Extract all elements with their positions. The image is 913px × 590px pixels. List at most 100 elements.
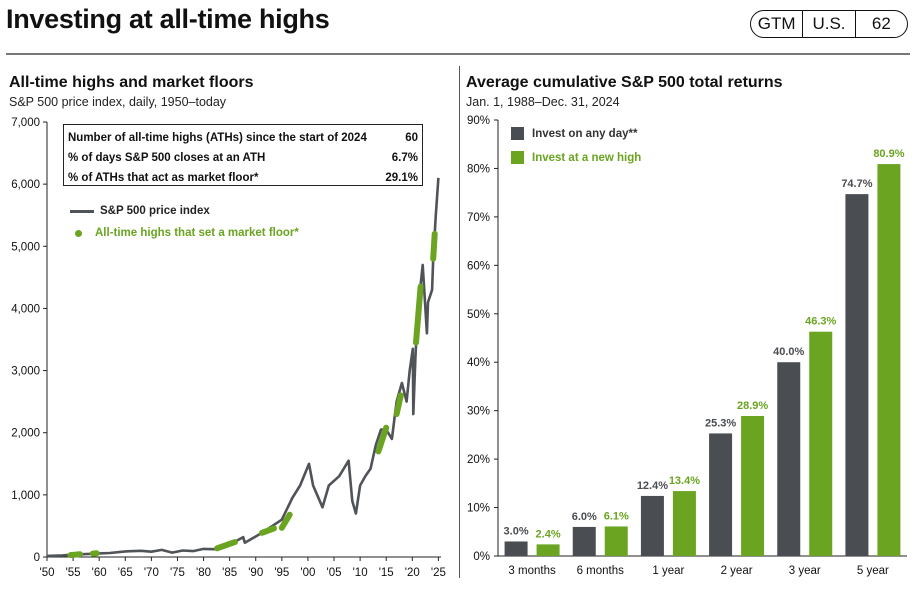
data-label-any-day: 40.0% (773, 346, 804, 358)
y-tick-label: 50% (467, 309, 490, 321)
y-tick-label: 4,000 (11, 303, 40, 315)
stats-row-floor: % of ATHs that act as market floor* 29.1… (68, 168, 418, 188)
data-label-new-high: 28.9% (737, 400, 768, 412)
market-floor-ath-segment (67, 551, 83, 559)
legend-green-swatch-icon (511, 151, 524, 164)
data-label-any-day: 25.3% (705, 417, 736, 429)
y-tick-label: 0 (34, 552, 40, 564)
y-tick-label: 2,000 (11, 428, 40, 440)
data-label-new-high: 6.1% (604, 510, 629, 522)
x-category-label: 3 year (789, 565, 821, 577)
bar-new-high (536, 544, 560, 556)
y-tick-label: 80% (467, 163, 490, 175)
x-tick-label: '70 (144, 567, 159, 579)
y-tick-label: 30% (467, 406, 490, 418)
data-label-new-high: 46.3% (805, 316, 836, 328)
page-title: Investing at all-time highs (6, 4, 330, 34)
left-chart-title: All-time highs and market floors (9, 74, 254, 91)
right-chart-title: Average cumulative S&P 500 total returns (466, 74, 783, 91)
bar-any-day (845, 194, 869, 556)
market-floor-ath-segment (214, 539, 238, 552)
data-label-any-day: 6.0% (572, 511, 597, 523)
stats-value: 6.7% (391, 152, 418, 164)
x-tick-label: '85 (222, 567, 237, 579)
y-tick-label: 5,000 (11, 241, 40, 253)
legend-dot-icon (75, 229, 82, 237)
legend-line-icon (70, 209, 94, 213)
market-floor-ath-segment (393, 392, 404, 418)
x-category-label: 3 months (508, 565, 556, 577)
x-tick-label: '25 (431, 567, 446, 579)
market-floor-ath-segment (375, 424, 390, 455)
badge-page-number: 62 (854, 11, 907, 37)
y-tick-label: 1,000 (11, 490, 40, 502)
panel-divider (459, 66, 460, 578)
market-floor-ath-segment (430, 230, 438, 262)
x-tick-label: '10 (353, 567, 368, 579)
legend-new-high: Invest at a new high (511, 151, 641, 164)
x-tick-label: '55 (66, 567, 81, 579)
y-tick-label: 7,000 (11, 117, 40, 129)
right-chart-subtitle: Jan. 1, 1988–Dec. 31, 2024 (466, 95, 620, 109)
bar-any-day (504, 541, 528, 556)
market-floor-ath-segment (259, 525, 277, 536)
data-label-any-day: 74.7% (841, 178, 872, 190)
badge-country: U.S. (802, 11, 854, 37)
y-tick-label: 70% (467, 212, 490, 224)
x-category-label: 6 months (577, 565, 625, 577)
legend-floor-dots: All-time highs that set a market floor* (75, 227, 299, 239)
x-tick-label: '75 (170, 567, 185, 579)
legend-gray-swatch-icon (511, 127, 524, 140)
stats-label: % of days S&P 500 closes at an ATH (68, 152, 266, 164)
bar-any-day (640, 495, 664, 556)
bar-new-high (672, 491, 696, 556)
x-tick-label: '15 (379, 567, 394, 579)
y-tick-label: 40% (467, 357, 490, 369)
data-label-new-high: 2.4% (536, 528, 561, 540)
bar-any-day (777, 362, 801, 556)
x-tick-label: '80 (196, 567, 211, 579)
x-tick-label: '50 (40, 567, 55, 579)
bar-any-day (709, 433, 733, 556)
page-badge: GTM U.S. 62 (750, 10, 908, 38)
bar-new-high (741, 415, 765, 556)
header-divider (6, 53, 910, 55)
stats-row-ath-days: % of days S&P 500 closes at an ATH 6.7% (68, 148, 418, 168)
x-tick-label: '95 (274, 567, 289, 579)
y-tick-label: 6,000 (11, 179, 40, 191)
stats-value: 29.1% (385, 172, 418, 184)
y-tick-label: 3,000 (11, 366, 40, 378)
y-tick-label: 20% (467, 454, 490, 466)
x-tick-label: '65 (118, 567, 133, 579)
legend-price-line-label: S&P 500 price index (100, 205, 210, 217)
left-chart-subtitle: S&P 500 price index, daily, 1950–today (9, 95, 227, 109)
x-category-label: 2 year (721, 565, 753, 577)
x-tick-label: '90 (248, 567, 263, 579)
y-tick-label: 60% (467, 260, 490, 272)
data-label-any-day: 12.4% (637, 480, 668, 492)
data-label-any-day: 3.0% (504, 525, 529, 537)
data-label-new-high: 80.9% (873, 148, 904, 160)
stats-label: Number of all-time highs (ATHs) since th… (68, 132, 367, 144)
badge-gtm: GTM (757, 14, 796, 33)
market-floor-ath-segment (278, 511, 293, 531)
stats-row-ath-count: Number of all-time highs (ATHs) since th… (68, 128, 418, 148)
stats-value: 60 (405, 132, 418, 144)
stats-label: % of ATHs that act as market floor* (68, 172, 259, 184)
legend-floor-dots-label: All-time highs that set a market floor* (95, 227, 299, 239)
legend-any-day-label: Invest on any day** (532, 127, 638, 140)
market-floor-ath-segment (413, 283, 424, 346)
y-tick-label: 0% (473, 551, 490, 563)
bar-new-high (877, 164, 901, 556)
legend-new-high-label: Invest at a new high (532, 151, 642, 164)
bar-new-high (604, 526, 628, 556)
y-tick-label: 10% (467, 503, 490, 515)
x-category-label: 1 year (652, 565, 684, 577)
legend-price-line: S&P 500 price index (70, 205, 210, 217)
stats-box: Number of all-time highs (ATHs) since th… (63, 124, 423, 186)
y-tick-label: 90% (467, 115, 490, 127)
data-label-new-high: 13.4% (669, 475, 700, 487)
x-tick-label: '00 (300, 567, 315, 579)
